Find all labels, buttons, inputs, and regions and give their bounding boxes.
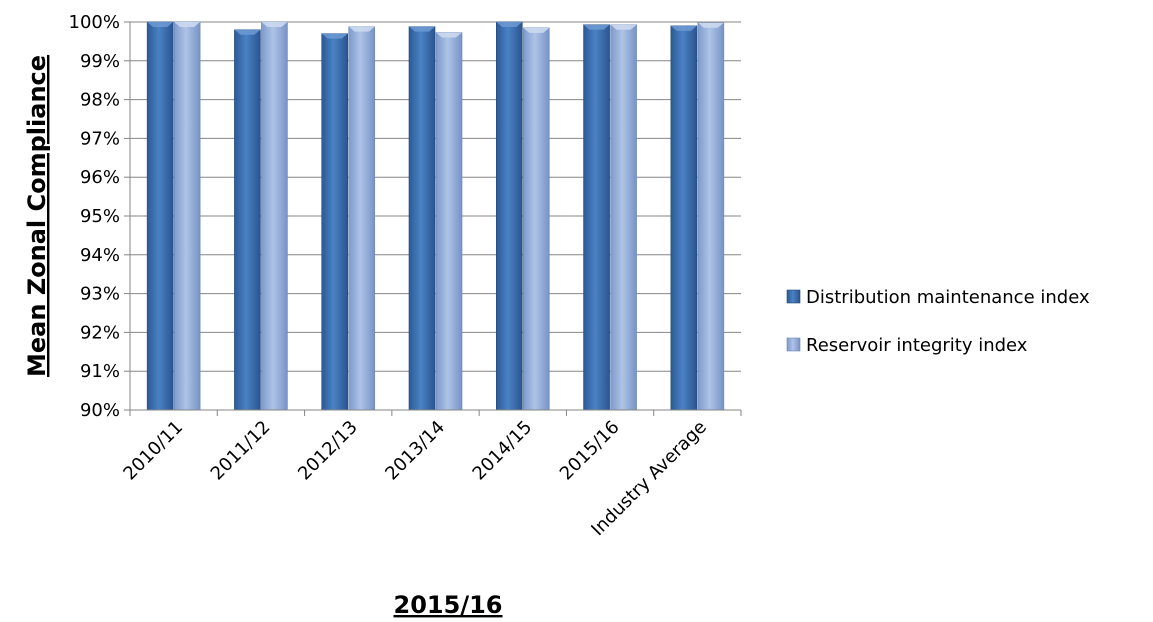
bar-bevel	[234, 29, 261, 35]
bar-reservoir-integrity	[261, 21, 288, 411]
axes	[129, 22, 742, 416]
gridlines	[124, 21, 741, 411]
bar-distribution-maintenance	[146, 21, 174, 411]
x-tick-label: 2010/11	[119, 417, 187, 485]
bar-reservoir-integrity	[697, 22, 725, 411]
bar-bevel	[610, 24, 637, 30]
x-tick-label: 2015/16	[556, 417, 624, 485]
y-tick-label: 91%	[80, 361, 120, 382]
bar-bevel	[670, 25, 697, 31]
bar-bevel	[261, 22, 288, 27]
bar-distribution-maintenance	[234, 29, 261, 411]
bar-bevel	[147, 22, 174, 27]
bar-reservoir-integrity	[522, 27, 550, 411]
bar-bevel	[321, 33, 348, 39]
bar-reservoir-integrity	[173, 21, 201, 411]
legend-label: Distribution maintenance index	[806, 287, 1090, 308]
y-axis-tick-labels: 90% 91% 92% 93% 94% 95% 96% 97% 98% 99% 100%	[69, 12, 120, 421]
bar-bevel	[348, 26, 375, 32]
bar-distribution-maintenance	[321, 33, 349, 411]
bar-bevel	[436, 32, 462, 38]
y-tick-label: 97%	[80, 128, 120, 149]
legend: Distribution maintenance index Reservoir …	[786, 287, 1090, 356]
x-axis-tick-labels: 2010/11 2011/12 2012/13 2013/14 2014/15 2015/…	[119, 417, 710, 541]
x-tick-label: 2014/15	[469, 417, 537, 485]
y-tick-label: 90%	[80, 400, 120, 421]
y-tick-label: 98%	[80, 90, 120, 111]
bar-distribution-maintenance	[495, 21, 523, 411]
legend-label: Reservoir integrity index	[806, 335, 1028, 356]
bar-reservoir-integrity	[348, 26, 376, 411]
y-tick-label: 94%	[80, 245, 120, 266]
bar-reservoir-integrity	[435, 32, 463, 411]
bar-bevel	[697, 22, 724, 28]
bar-bevel	[174, 22, 201, 27]
bar-reservoir-integrity	[610, 24, 637, 411]
bar-distribution-maintenance	[670, 25, 698, 411]
y-tick-label: 92%	[80, 322, 120, 343]
legend-swatch	[786, 337, 801, 352]
y-tick-label: 100%	[69, 12, 120, 33]
bar-bevel	[409, 26, 435, 32]
y-tick-label: 95%	[80, 206, 120, 227]
y-axis-title: Mean Zonal Compliance	[23, 55, 51, 377]
y-tick-label: 96%	[80, 167, 120, 188]
bar-distribution-maintenance	[408, 26, 436, 411]
bar-bevel	[523, 27, 550, 33]
bar-bevel	[583, 24, 610, 30]
bar-bevel	[496, 22, 523, 27]
legend-swatch	[786, 289, 801, 304]
x-tick-label: 2013/14	[381, 417, 449, 485]
bars	[146, 21, 725, 411]
x-tick-label: 2011/12	[207, 417, 275, 485]
x-tick-label: 2012/13	[294, 417, 362, 485]
x-axis-title: 2015/16	[394, 591, 503, 619]
bar-distribution-maintenance	[583, 24, 610, 411]
y-tick-label: 99%	[80, 51, 120, 72]
y-tick-label: 93%	[80, 284, 120, 305]
